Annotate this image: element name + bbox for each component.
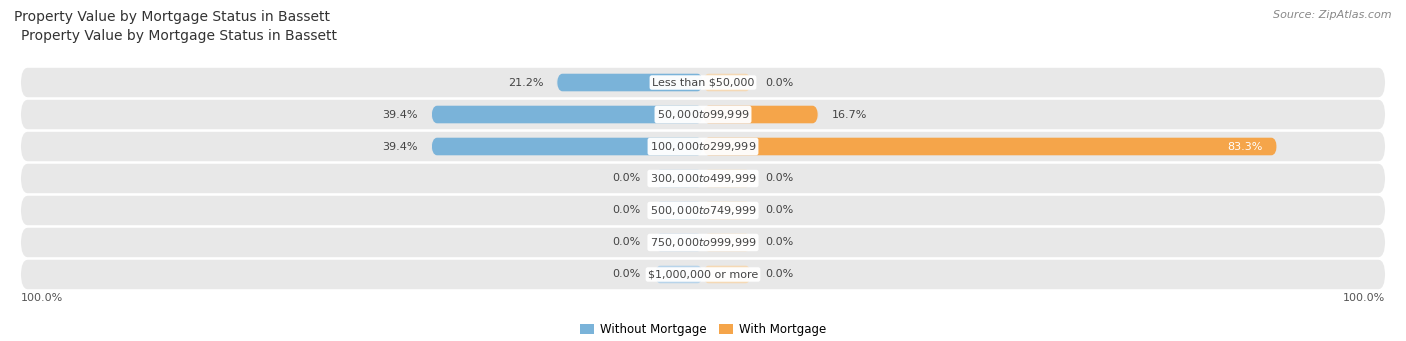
Text: 0.0%: 0.0% bbox=[765, 77, 793, 88]
FancyBboxPatch shape bbox=[21, 260, 1385, 289]
Text: $1,000,000 or more: $1,000,000 or more bbox=[648, 269, 758, 280]
FancyBboxPatch shape bbox=[21, 196, 1385, 225]
Text: Property Value by Mortgage Status in Bassett: Property Value by Mortgage Status in Bas… bbox=[14, 10, 330, 24]
Legend: Without Mortgage, With Mortgage: Without Mortgage, With Mortgage bbox=[575, 318, 831, 341]
FancyBboxPatch shape bbox=[703, 266, 751, 283]
FancyBboxPatch shape bbox=[21, 68, 1385, 97]
FancyBboxPatch shape bbox=[703, 202, 751, 219]
Text: 0.0%: 0.0% bbox=[613, 269, 641, 280]
FancyBboxPatch shape bbox=[21, 100, 1385, 129]
FancyBboxPatch shape bbox=[655, 170, 703, 187]
FancyBboxPatch shape bbox=[21, 132, 1385, 161]
FancyBboxPatch shape bbox=[655, 266, 703, 283]
Text: 0.0%: 0.0% bbox=[765, 237, 793, 248]
FancyBboxPatch shape bbox=[703, 74, 751, 91]
Text: Less than $50,000: Less than $50,000 bbox=[652, 77, 754, 88]
Text: 39.4%: 39.4% bbox=[382, 109, 418, 119]
Text: 39.4%: 39.4% bbox=[382, 142, 418, 151]
Text: 100.0%: 100.0% bbox=[1343, 294, 1385, 303]
Text: $50,000 to $99,999: $50,000 to $99,999 bbox=[657, 108, 749, 121]
FancyBboxPatch shape bbox=[655, 234, 703, 251]
Text: 100.0%: 100.0% bbox=[21, 294, 63, 303]
FancyBboxPatch shape bbox=[703, 138, 1277, 155]
Text: 0.0%: 0.0% bbox=[765, 269, 793, 280]
Text: 0.0%: 0.0% bbox=[613, 237, 641, 248]
FancyBboxPatch shape bbox=[703, 234, 751, 251]
Text: Property Value by Mortgage Status in Bassett: Property Value by Mortgage Status in Bas… bbox=[21, 29, 337, 43]
Text: 0.0%: 0.0% bbox=[613, 206, 641, 216]
FancyBboxPatch shape bbox=[21, 228, 1385, 257]
Text: 0.0%: 0.0% bbox=[765, 174, 793, 183]
FancyBboxPatch shape bbox=[703, 106, 818, 123]
FancyBboxPatch shape bbox=[21, 164, 1385, 193]
Text: 16.7%: 16.7% bbox=[832, 109, 868, 119]
Text: $500,000 to $749,999: $500,000 to $749,999 bbox=[650, 204, 756, 217]
Text: 21.2%: 21.2% bbox=[508, 77, 543, 88]
Text: $750,000 to $999,999: $750,000 to $999,999 bbox=[650, 236, 756, 249]
Text: 83.3%: 83.3% bbox=[1227, 142, 1263, 151]
FancyBboxPatch shape bbox=[655, 202, 703, 219]
Text: $100,000 to $299,999: $100,000 to $299,999 bbox=[650, 140, 756, 153]
Text: $300,000 to $499,999: $300,000 to $499,999 bbox=[650, 172, 756, 185]
Text: Source: ZipAtlas.com: Source: ZipAtlas.com bbox=[1274, 10, 1392, 20]
FancyBboxPatch shape bbox=[557, 74, 703, 91]
Text: 0.0%: 0.0% bbox=[613, 174, 641, 183]
FancyBboxPatch shape bbox=[432, 106, 703, 123]
FancyBboxPatch shape bbox=[432, 138, 703, 155]
Text: 0.0%: 0.0% bbox=[765, 206, 793, 216]
FancyBboxPatch shape bbox=[703, 170, 751, 187]
